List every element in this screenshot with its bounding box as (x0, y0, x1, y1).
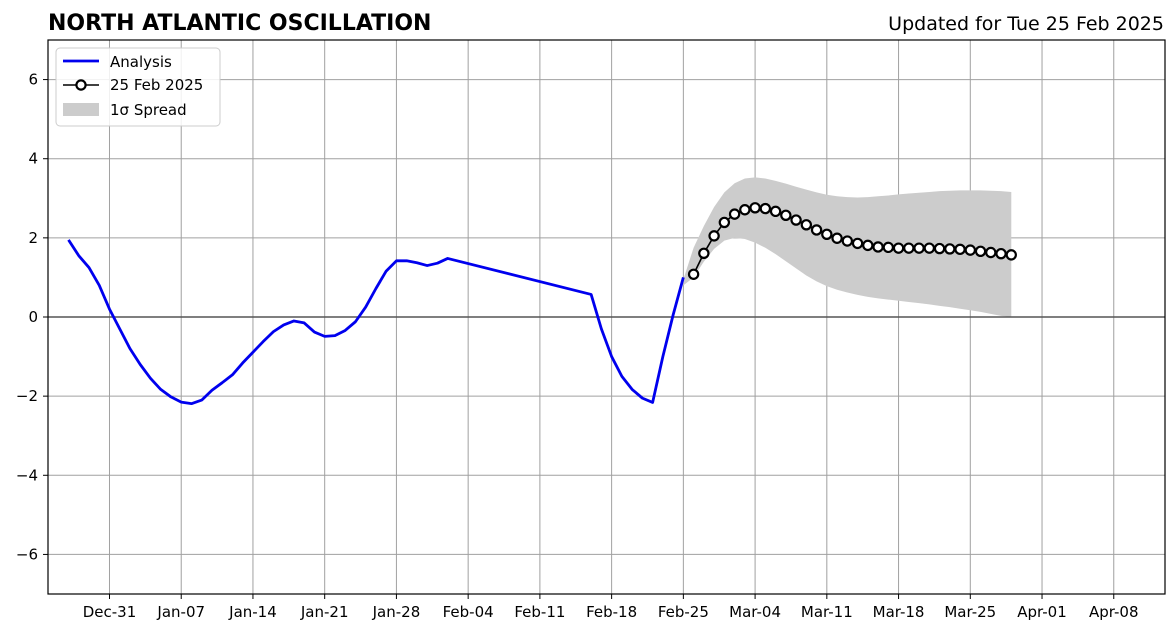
plot-area: Dec-31 Jan-07 Jan-14 Jan-21 Jan-28 Feb-04 Feb-… (16, 39, 1166, 621)
forecast-point (780, 209, 792, 222)
x-tick-label: Feb-11 (514, 603, 565, 621)
analysis-line (67, 239, 685, 406)
legend-analysis-label: Analysis (110, 53, 172, 71)
chart-title: NORTH ATLANTIC OSCILLATION (48, 11, 431, 36)
forecast-point (769, 205, 782, 218)
forecast-point (903, 242, 915, 254)
forecast-point (800, 219, 813, 231)
forecast-point (974, 245, 987, 258)
x-tick-label: Feb-18 (586, 603, 637, 621)
x-tick-label: Mar-25 (944, 603, 996, 621)
forecast-point (872, 241, 884, 253)
forecast-point (892, 242, 905, 254)
x-tick-label: Feb-25 (658, 603, 709, 621)
forecast-point (841, 235, 854, 247)
legend-spread-swatch (63, 103, 99, 116)
x-tick-label: Mar-04 (729, 603, 781, 621)
x-tick-label: Jan-28 (372, 603, 421, 621)
forecast-point (985, 246, 997, 259)
x-tick-label: Jan-14 (228, 603, 277, 621)
legend-forecast-label: 25 Feb 2025 (110, 76, 203, 94)
forecast-point (862, 239, 874, 252)
chart-subtitle: Updated for Tue 25 Feb 2025 (888, 13, 1164, 35)
legend-spread-label: 1σ Spread (110, 101, 187, 119)
x-tick-label: Apr-08 (1089, 603, 1139, 621)
forecast-point (728, 208, 741, 220)
y-tick-label: −4 (16, 466, 38, 484)
forecast-point (821, 228, 833, 240)
forecast-point (708, 230, 720, 242)
y-tick-label: 6 (28, 71, 38, 89)
x-tick-label: Mar-11 (801, 603, 853, 621)
forecast-point (995, 247, 1007, 260)
forecast-point (954, 243, 966, 256)
x-tick-label: Dec-31 (83, 603, 137, 621)
forecast-point (687, 268, 700, 280)
forecast-point (933, 242, 946, 255)
forecast-point (944, 243, 956, 255)
forecast-point (790, 214, 802, 226)
forecast-point (851, 237, 864, 250)
x-tick-label: Mar-18 (873, 603, 925, 621)
legend-forecast-marker (75, 79, 87, 91)
forecast-point (698, 247, 710, 259)
x-tick-label: Apr-01 (1017, 603, 1067, 621)
x-tick-label: Jan-07 (156, 603, 205, 621)
y-tick-label: −6 (16, 545, 38, 563)
forecast-point (923, 242, 936, 254)
forecast-point (759, 202, 772, 215)
forecast-point (882, 241, 895, 254)
forecast-point (913, 242, 925, 254)
forecast-point (831, 232, 843, 244)
legend: Analysis 25 Feb 2025 1σ Spread (55, 47, 221, 127)
y-tick-label: 2 (28, 229, 38, 247)
x-tick-label: Jan-21 (300, 603, 349, 621)
forecast-point (1005, 249, 1017, 261)
y-tick-label: 4 (28, 150, 38, 168)
forecast-point (739, 204, 751, 216)
forecast-point (810, 224, 823, 236)
forecast-point (718, 216, 731, 229)
y-tick-label: −2 (16, 387, 38, 405)
forecast-point (964, 244, 976, 256)
forecast-point (749, 202, 761, 214)
x-tick-label: Feb-04 (443, 603, 494, 621)
y-tick-label: 0 (28, 308, 38, 326)
